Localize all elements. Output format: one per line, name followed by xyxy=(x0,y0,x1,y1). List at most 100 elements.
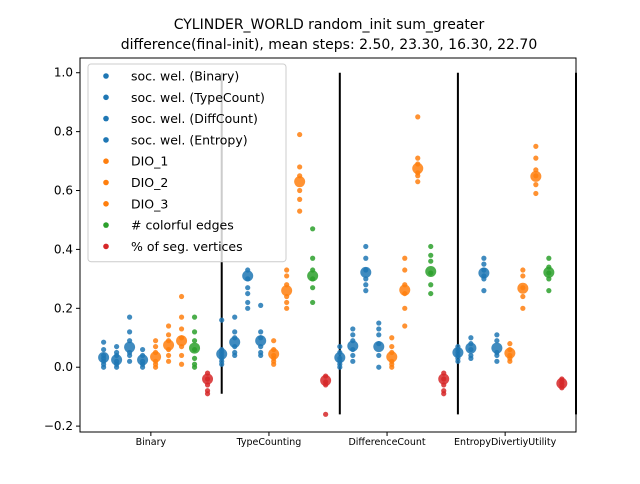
series-5 xyxy=(163,255,529,364)
data-point xyxy=(297,196,303,202)
y-tick-label: 0.2 xyxy=(54,301,73,315)
data-point xyxy=(389,335,395,341)
mean-point xyxy=(281,285,293,297)
data-point xyxy=(297,164,303,170)
data-point xyxy=(284,267,290,273)
data-point xyxy=(284,299,290,306)
legend-marker xyxy=(103,137,109,143)
legend-marker xyxy=(103,179,109,186)
data-point xyxy=(127,358,133,364)
mean-point xyxy=(386,351,398,363)
mean-point xyxy=(373,341,385,353)
data-point xyxy=(337,361,343,367)
mean-point xyxy=(556,377,568,389)
data-point xyxy=(533,155,539,161)
legend-box xyxy=(87,63,287,263)
data-point xyxy=(258,329,264,335)
mean-point xyxy=(307,270,319,282)
data-point xyxy=(363,255,369,261)
data-point xyxy=(533,190,539,197)
data-point xyxy=(165,352,172,359)
data-point xyxy=(191,329,198,335)
y-tick-label: 0.6 xyxy=(54,184,73,198)
data-point xyxy=(415,155,421,161)
mean-point xyxy=(465,342,477,354)
data-point xyxy=(468,335,474,341)
mean-point xyxy=(216,348,228,360)
data-point xyxy=(127,329,133,335)
data-point xyxy=(245,290,251,297)
data-point xyxy=(455,358,461,364)
data-point xyxy=(232,329,238,335)
series-0 xyxy=(98,317,464,370)
data-point xyxy=(139,346,146,353)
data-point xyxy=(481,261,487,267)
data-point xyxy=(533,182,539,188)
data-point xyxy=(415,173,421,179)
data-point xyxy=(101,339,107,345)
legend-label: DIO_2 xyxy=(131,175,168,190)
legend-marker xyxy=(103,94,109,101)
mean-point xyxy=(320,374,332,386)
data-point xyxy=(402,305,408,311)
data-point xyxy=(284,305,290,311)
mean-point xyxy=(176,335,188,347)
mean-point xyxy=(478,267,490,279)
mean-point xyxy=(229,336,241,348)
mean-point xyxy=(150,351,162,363)
data-point xyxy=(350,352,356,359)
series-3 xyxy=(137,302,503,370)
mean-point xyxy=(504,347,516,359)
data-point xyxy=(402,323,408,329)
data-point xyxy=(376,352,382,359)
data-point xyxy=(415,114,421,120)
data-point xyxy=(376,364,382,370)
data-point xyxy=(310,226,316,232)
data-point xyxy=(428,258,434,264)
data-point xyxy=(415,179,421,185)
data-point xyxy=(191,314,198,320)
data-point xyxy=(546,255,552,261)
data-point xyxy=(152,343,159,350)
series-8 xyxy=(202,370,568,417)
data-point xyxy=(165,323,172,329)
y-tick-label: 1.0 xyxy=(54,66,73,80)
mean-point xyxy=(294,176,306,188)
data-point xyxy=(271,361,277,367)
legend-label: # colorful edges xyxy=(131,218,234,233)
data-point xyxy=(245,305,251,311)
mean-point xyxy=(543,266,555,278)
data-point xyxy=(127,352,133,359)
mean-point xyxy=(242,270,254,282)
x-tick-label: EntropyDivertiyUtility xyxy=(454,437,557,448)
data-point xyxy=(402,255,408,261)
data-point xyxy=(468,352,474,359)
data-point xyxy=(428,282,434,288)
y-tick-label: 0.4 xyxy=(54,242,73,256)
data-point xyxy=(204,391,211,397)
y-tick-label: −0.2 xyxy=(44,419,73,433)
chart-title-line1: CYLINDER_WORLD random_init sum_greater xyxy=(174,17,485,33)
data-point xyxy=(284,273,290,279)
legend-label: soc. wel. (Binary) xyxy=(131,69,239,84)
mean-point xyxy=(255,335,267,347)
data-point xyxy=(402,267,408,273)
x-tick-label: DifferenceCount xyxy=(348,437,425,448)
legend-marker xyxy=(103,201,109,207)
data-point xyxy=(389,343,395,350)
data-point xyxy=(428,252,434,258)
x-tick-label: Binary xyxy=(136,437,167,448)
data-point xyxy=(389,361,395,367)
series-2 xyxy=(124,243,490,364)
data-point xyxy=(376,320,382,326)
mean-point xyxy=(530,170,542,182)
data-point xyxy=(494,332,500,338)
data-point xyxy=(165,332,172,338)
data-point xyxy=(533,143,539,149)
data-point xyxy=(337,343,343,350)
data-point xyxy=(178,326,185,332)
series-6 xyxy=(176,114,542,367)
mean-point xyxy=(163,339,175,351)
